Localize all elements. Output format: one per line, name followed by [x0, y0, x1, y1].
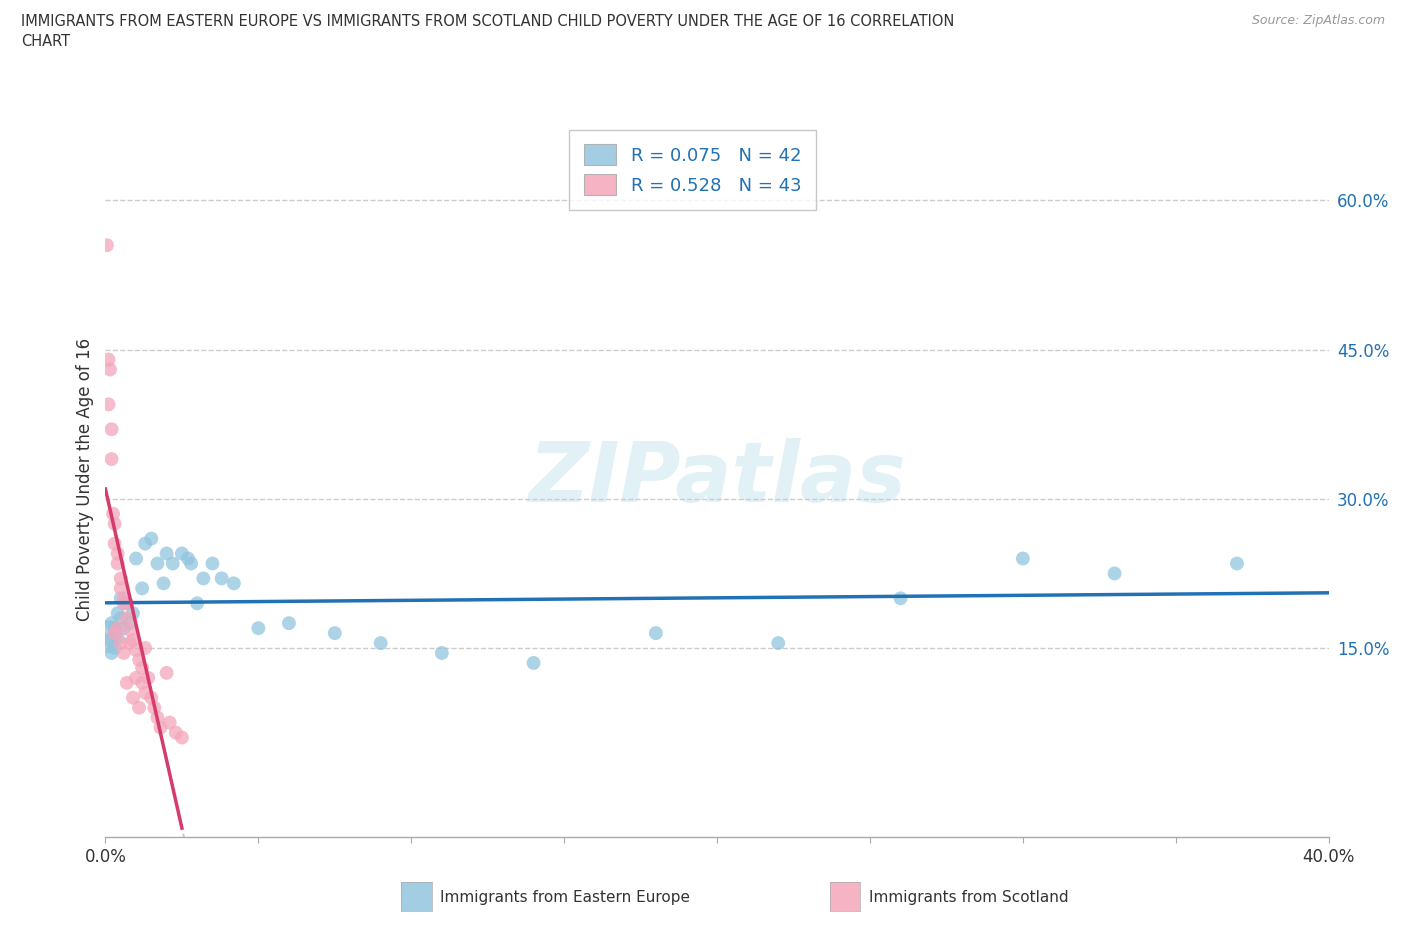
Point [1226, 556, 1249, 571]
Point [100, 616, 122, 631]
Point [122, 632, 145, 647]
Point [115, 675, 138, 690]
Point [430, 645, 453, 660]
Point [110, 571, 132, 586]
Point [112, 620, 135, 635]
Point [104, 620, 127, 635]
Point [134, 685, 156, 700]
Point [141, 690, 163, 705]
Point [107, 631, 129, 645]
Point [247, 620, 270, 635]
Point [177, 551, 200, 566]
Point [100, 452, 122, 467]
Point [149, 720, 172, 735]
Y-axis label: Child Poverty Under the Age of 16: Child Poverty Under the Age of 16 [76, 338, 94, 620]
Point [1104, 566, 1126, 581]
Text: Immigrants from Eastern Europe: Immigrants from Eastern Europe [440, 890, 690, 905]
Point [104, 626, 127, 641]
Point [370, 635, 392, 650]
Point [134, 641, 156, 656]
Point [104, 516, 127, 531]
Point [644, 626, 666, 641]
Point [146, 711, 169, 725]
Point [768, 635, 790, 650]
Point [110, 611, 132, 626]
Text: ZIPatlas: ZIPatlas [529, 438, 905, 520]
Point [107, 556, 129, 571]
Point [96, 238, 118, 253]
Point [523, 656, 546, 671]
Text: CHART: CHART [21, 34, 70, 49]
Point [211, 571, 233, 586]
Point [110, 581, 132, 596]
Point [170, 730, 193, 745]
Point [115, 596, 138, 611]
Point [110, 635, 132, 650]
Point [107, 546, 129, 561]
Point [122, 690, 145, 705]
Point [115, 596, 138, 611]
Point [278, 616, 301, 631]
Point [100, 645, 122, 660]
Point [131, 675, 153, 690]
Point [143, 700, 166, 715]
Point [112, 596, 135, 611]
Point [131, 581, 153, 596]
Point [118, 635, 141, 650]
Point [128, 700, 150, 715]
Point [128, 653, 150, 668]
Point [97, 352, 120, 367]
Point [118, 616, 141, 631]
Point [107, 605, 129, 620]
Point [122, 605, 145, 620]
Point [118, 623, 141, 638]
Point [152, 576, 174, 591]
Point [889, 591, 911, 605]
Point [141, 531, 163, 546]
Point [107, 620, 129, 635]
Point [97, 635, 120, 650]
Point [100, 422, 122, 437]
Point [110, 591, 132, 605]
Point [136, 671, 159, 685]
Point [162, 556, 184, 571]
Point [125, 643, 148, 658]
Point [115, 611, 138, 626]
Point [201, 556, 224, 571]
Point [146, 556, 169, 571]
Point [1011, 551, 1033, 566]
Point [101, 506, 124, 521]
Text: Source: ZipAtlas.com: Source: ZipAtlas.com [1251, 14, 1385, 27]
Point [131, 660, 153, 675]
Point [323, 626, 346, 641]
Point [97, 626, 120, 641]
Point [112, 591, 135, 605]
Point [112, 645, 135, 660]
Point [170, 546, 193, 561]
Point [134, 537, 156, 551]
Point [98, 362, 121, 377]
Text: Immigrants from Scotland: Immigrants from Scotland [869, 890, 1069, 905]
Point [104, 537, 127, 551]
Point [165, 725, 187, 740]
Point [155, 546, 177, 561]
Point [125, 551, 148, 566]
Point [159, 715, 181, 730]
Point [104, 641, 127, 656]
Point [193, 571, 215, 586]
Point [180, 556, 202, 571]
Legend: R = 0.075   N = 42, R = 0.528   N = 43: R = 0.075 N = 42, R = 0.528 N = 43 [569, 130, 815, 209]
Point [222, 576, 245, 591]
Point [186, 596, 208, 611]
Point [125, 671, 148, 685]
Point [155, 666, 177, 681]
Text: IMMIGRANTS FROM EASTERN EUROPE VS IMMIGRANTS FROM SCOTLAND CHILD POVERTY UNDER T: IMMIGRANTS FROM EASTERN EUROPE VS IMMIGR… [21, 14, 955, 29]
Point [97, 397, 120, 412]
